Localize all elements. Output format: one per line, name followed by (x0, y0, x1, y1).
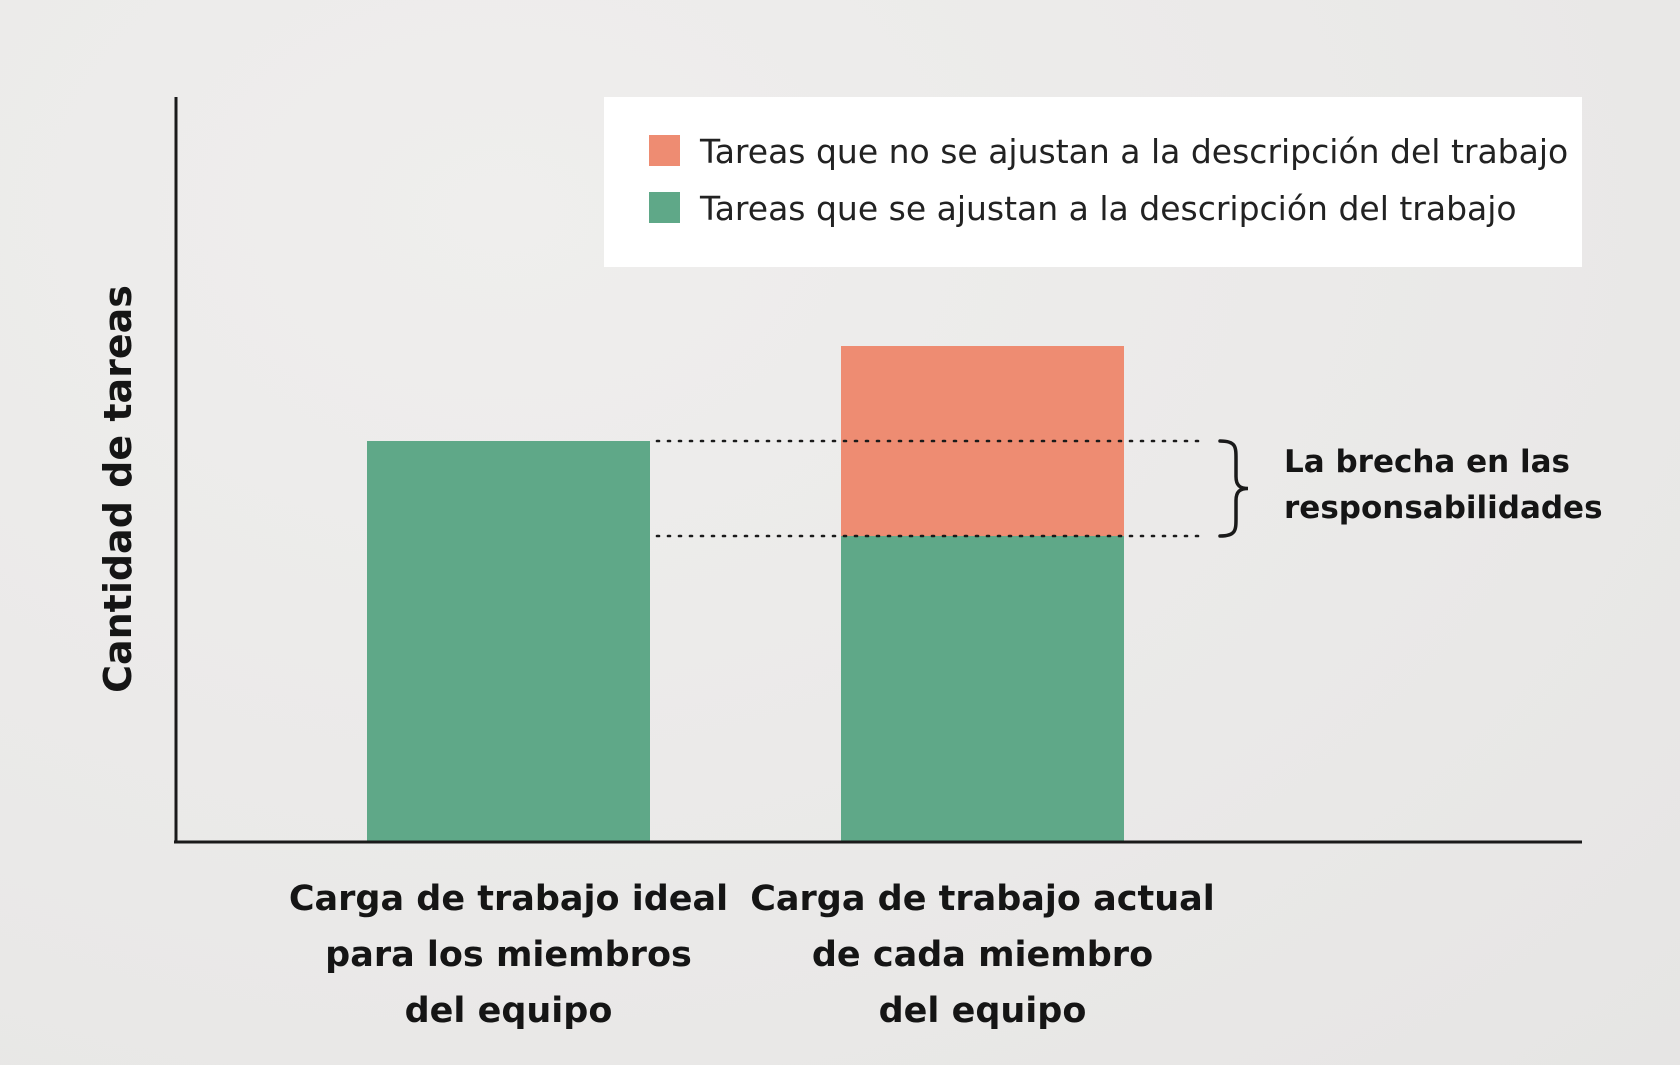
x-tick-label-1-line-1: Carga de trabajo ideal (289, 879, 728, 919)
legend: Tareas que no se ajustan a la descripció… (604, 97, 1582, 267)
legend-swatch-2 (649, 192, 680, 223)
legend-box (604, 97, 1582, 267)
labels-layer: Cantidad de tareas Carga de trabajo idea… (96, 285, 1215, 1031)
bar-2-series-1 (841, 536, 1124, 841)
bar-2-series-2 (841, 346, 1124, 536)
legend-label-1: Tareas que no se ajustan a la descripció… (699, 132, 1568, 171)
x-tick-label-2-line-3: del equipo (879, 991, 1087, 1031)
legend-swatch-1 (649, 135, 680, 166)
annotation-text-line-2: responsabilidades (1284, 490, 1603, 526)
x-tick-label-1-line-2: para los miembros (325, 935, 692, 975)
legend-label-2: Tareas que se ajustan a la descripción d… (699, 189, 1517, 228)
axes-layer (174, 97, 1582, 844)
x-tick-label-2-line-1: Carga de trabajo actual (750, 879, 1215, 919)
x-tick-label-1-line-3: del equipo (405, 991, 613, 1031)
gap-brace (1218, 439, 1249, 538)
reference-lines-layer (655, 439, 1207, 538)
annotation-text-line-1: La brecha en las (1284, 444, 1570, 480)
y-axis-label: Cantidad de tareas (96, 285, 140, 693)
x-tick-label-2-line-2: de cada miembro (812, 935, 1153, 975)
bars-layer (367, 346, 1124, 841)
bar-1-series-1 (367, 441, 650, 841)
annotation-layer: La brecha en las responsabilidades (1218, 439, 1603, 538)
